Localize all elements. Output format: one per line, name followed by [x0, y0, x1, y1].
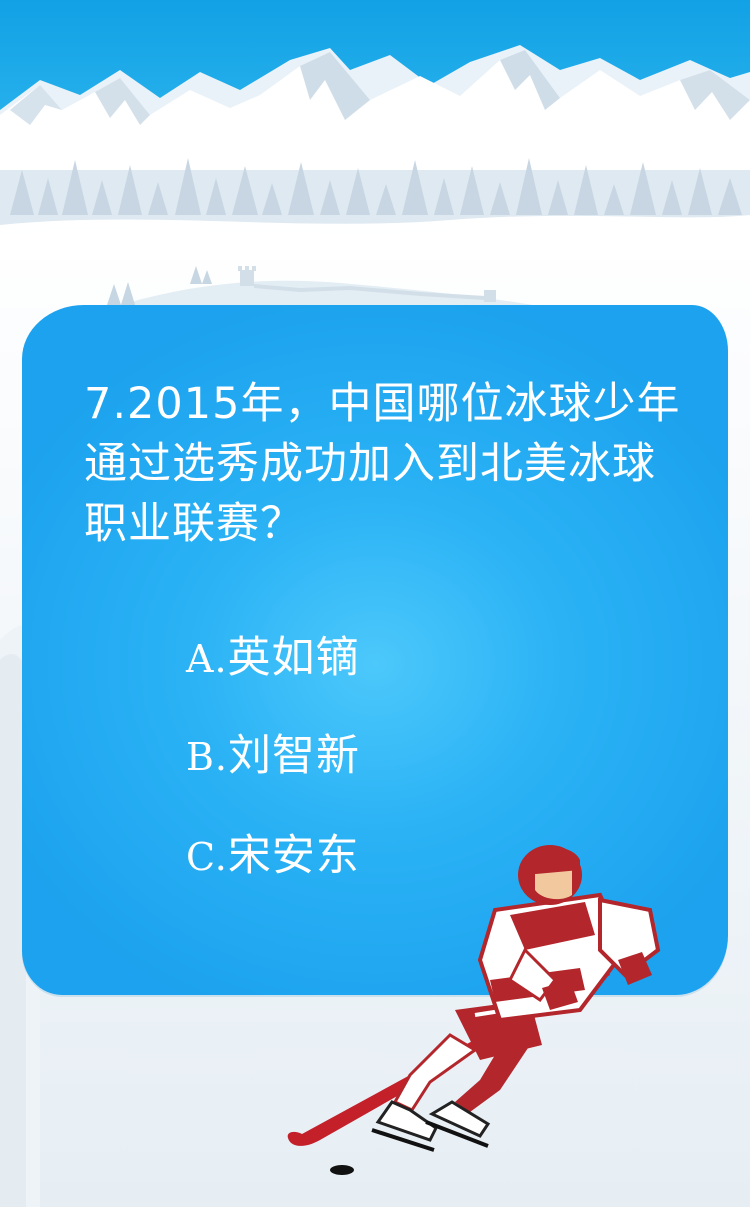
question-text: 7.2015年，中国哪位冰球少年通过选秀成功加入到北美冰球职业联赛？ [84, 374, 684, 554]
option-c[interactable]: C.宋安东 [186, 830, 360, 883]
pine-forest [10, 158, 742, 215]
option-letter: A. [186, 637, 228, 681]
option-text: 英如镝 [227, 633, 360, 683]
option-b[interactable]: B.刘智新 [186, 730, 360, 783]
question-body: 2015年，中国哪位冰球少年通过选秀成功加入到北美冰球职业联赛？ [84, 379, 681, 549]
question-card [22, 305, 728, 995]
option-a[interactable]: A.英如镝 [186, 632, 360, 685]
great-wall [238, 266, 496, 302]
ice-hockey-player-icon [287, 845, 661, 1175]
option-text: 宋安东 [227, 831, 360, 881]
option-letter: C. [186, 835, 228, 879]
option-letter: B. [186, 735, 229, 779]
option-text: 刘智新 [228, 731, 361, 781]
question-number: 7. [84, 379, 128, 429]
